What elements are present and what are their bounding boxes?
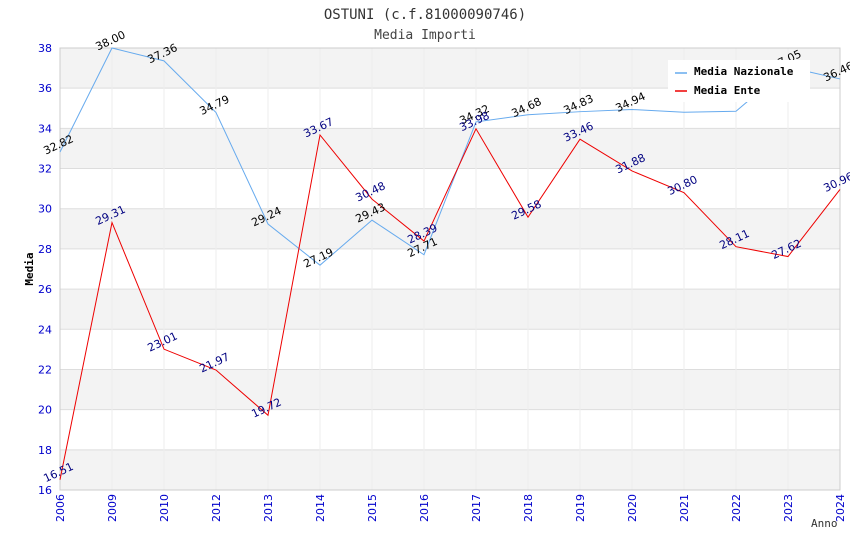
y-tick-label: 18 [38,444,52,457]
x-tick-label: 2022 [730,494,743,522]
legend-label-ente: Media Ente [694,84,761,97]
legend-box [668,60,810,102]
x-tick-label: 2017 [470,494,483,522]
grid-band [60,289,840,330]
y-tick-label: 36 [38,82,52,95]
y-tick-label: 16 [38,484,52,497]
x-tick-label: 2013 [262,494,275,522]
grid-lines [59,47,841,491]
x-tick-label: 2023 [782,494,795,522]
legend: Media Nazionale Media Ente [668,60,810,102]
x-tick-label: 2019 [574,494,587,522]
grid-band [60,369,840,410]
data-label: 34.68 [509,95,543,120]
x-axis-ticks: 2006 2009 2010 2012 2013 2014 2015 2016 2017 2018… [54,494,847,522]
y-tick-label: 28 [38,243,52,256]
y-axis-label: Media [23,252,36,285]
y-tick-label: 20 [38,404,52,417]
x-tick-label: 2021 [678,494,691,522]
grid-band [60,208,840,249]
data-label: 23.01 [145,329,179,354]
series-line-ente [59,127,841,480]
x-tick-label: 2016 [418,494,431,522]
x-axis-label: Anno [811,517,838,530]
x-tick-label: 2018 [522,494,535,522]
y-tick-label: 30 [38,203,52,216]
x-tick-label: 2010 [158,494,171,522]
chart-title: OSTUNI (c.f.81000090746) [324,7,526,23]
data-label: 34.83 [561,92,595,117]
y-axis-ticks: 16 18 20 22 24 26 28 30 32 34 36 38 [38,42,52,497]
x-tick-label: 2009 [106,494,119,522]
x-tick-label: 2014 [314,494,327,522]
data-label: 34.94 [613,90,647,115]
x-tick-label: 2015 [366,494,379,522]
chart-subtitle: Media Importi [374,28,476,43]
x-tick-label: 2024 [834,494,847,522]
data-label: 34.79 [197,93,231,118]
series-lines [59,47,841,480]
y-tick-label: 32 [38,163,52,176]
grid-bands [60,48,840,490]
grid-band [60,128,840,169]
data-label: 30.96 [821,170,850,195]
x-tick-label: 2006 [54,494,67,522]
y-tick-label: 26 [38,283,52,296]
y-tick-label: 24 [38,323,52,336]
y-tick-label: 22 [38,363,52,376]
data-label: 30.80 [665,173,699,198]
series-line-nazionale [59,47,841,266]
y-tick-label: 34 [38,122,52,135]
plot-frame [59,47,841,491]
legend-label-nazionale: Media Nazionale [694,65,794,78]
grid-band [60,449,840,490]
x-tick-label: 2012 [210,494,223,522]
y-tick-label: 38 [38,42,52,55]
x-tick-label: 2020 [626,494,639,522]
